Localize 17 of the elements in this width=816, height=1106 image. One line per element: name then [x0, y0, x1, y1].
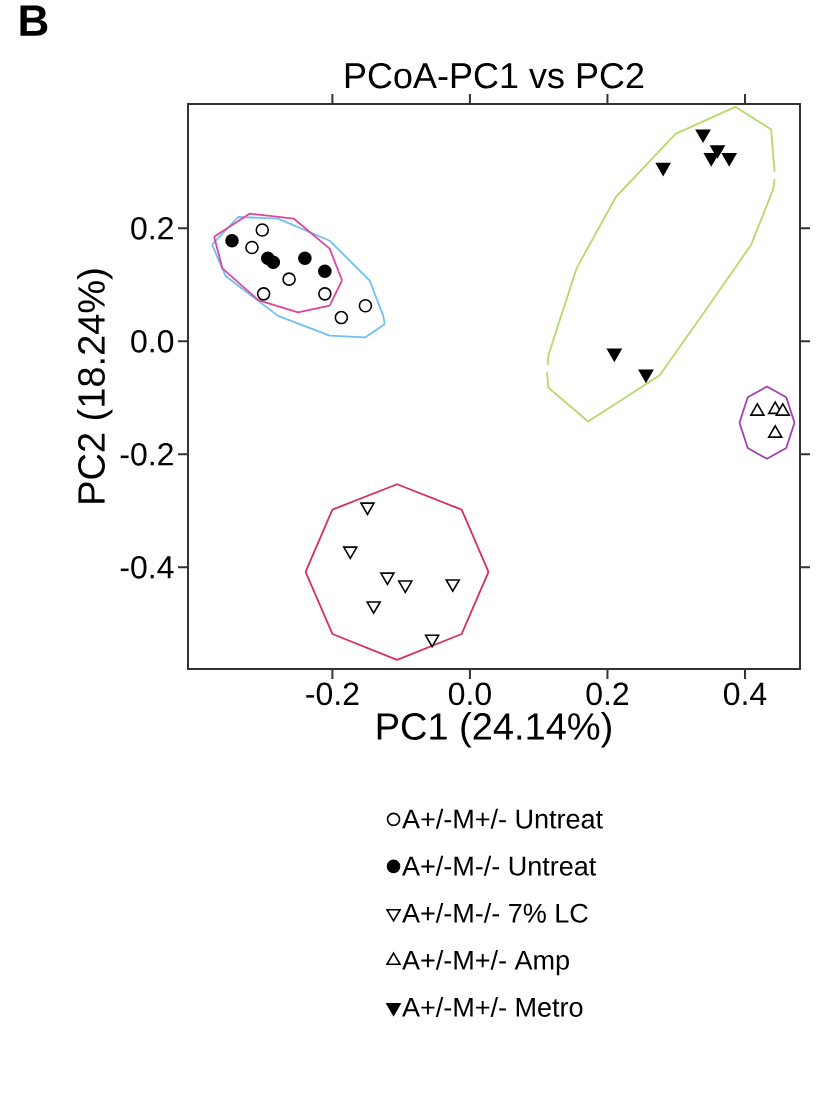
x-tick-label: 0.4: [723, 682, 767, 706]
chart-title: PCoA-PC1 vs PC2: [345, 62, 644, 89]
x-tick-label: 0.0: [448, 682, 491, 706]
y-axis-title: PC2 (18.24%): [77, 269, 113, 503]
legend-label: A+/-M-/- 7% LC: [402, 902, 588, 923]
y-tick-label: -0.2: [120, 442, 173, 466]
y-tick-label: 0.2: [131, 216, 173, 240]
text: B: [20, 5, 48, 36]
legend-label: A+/-M+/- Untreat: [402, 808, 603, 829]
legend-label: A+/-M+/- Amp: [402, 949, 569, 976]
y-tick-label: 0.0: [131, 329, 174, 353]
x-axis-title: PC1 (24.14%): [377, 712, 611, 748]
legend-label: A+/-M-/- Untreat: [402, 855, 597, 876]
x-tick-label: -0.2: [306, 682, 359, 706]
y-tick-label: -0.4: [120, 555, 174, 579]
x-tick-label: 0.2: [586, 682, 629, 706]
legend-label: A+/-M+/- Metro: [402, 997, 583, 1017]
